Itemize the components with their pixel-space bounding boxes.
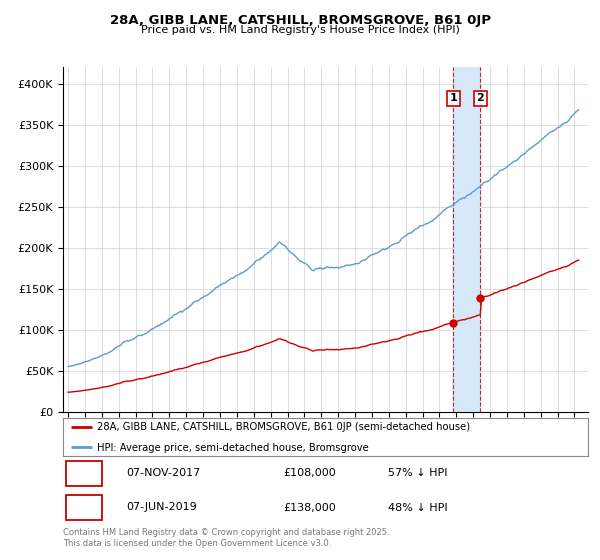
Text: 48% ↓ HPI: 48% ↓ HPI [389, 502, 448, 512]
Text: £138,000: £138,000 [284, 502, 336, 512]
Text: £108,000: £108,000 [284, 468, 336, 478]
Text: 57% ↓ HPI: 57% ↓ HPI [389, 468, 448, 478]
Text: HPI: Average price, semi-detached house, Bromsgrove: HPI: Average price, semi-detached house,… [97, 442, 369, 452]
Text: 2: 2 [80, 501, 88, 514]
Text: 28A, GIBB LANE, CATSHILL, BROMSGROVE, B61 0JP (semi-detached house): 28A, GIBB LANE, CATSHILL, BROMSGROVE, B6… [97, 422, 470, 432]
Text: 07-JUN-2019: 07-JUN-2019 [126, 502, 197, 512]
FancyBboxPatch shape [65, 495, 103, 520]
Text: 2: 2 [476, 94, 484, 104]
Bar [454, 67, 480, 412]
Text: Contains HM Land Registry data © Crown copyright and database right 2025.
This d: Contains HM Land Registry data © Crown c… [63, 528, 389, 548]
Text: 07-NOV-2017: 07-NOV-2017 [126, 468, 200, 478]
Text: Price paid vs. HM Land Registry's House Price Index (HPI): Price paid vs. HM Land Registry's House … [140, 25, 460, 35]
Text: 28A, GIBB LANE, CATSHILL, BROMSGROVE, B61 0JP: 28A, GIBB LANE, CATSHILL, BROMSGROVE, B6… [110, 14, 491, 27]
Text: 1: 1 [80, 467, 88, 480]
FancyBboxPatch shape [65, 461, 103, 486]
Text: 1: 1 [449, 94, 457, 104]
